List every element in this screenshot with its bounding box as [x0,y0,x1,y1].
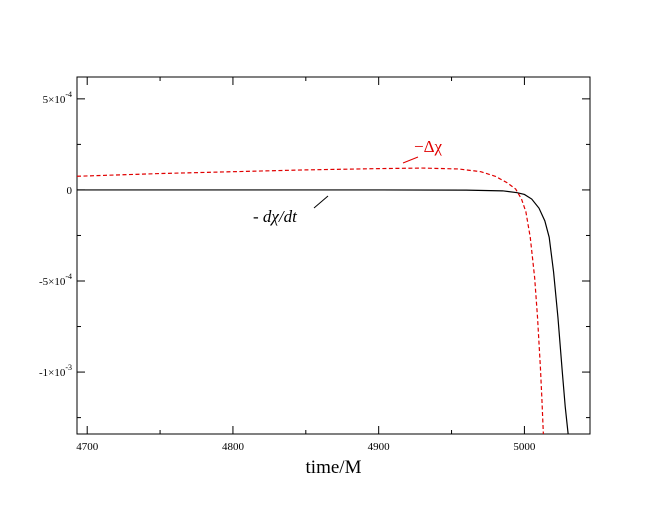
series-label-pointer-delta-chi [402,156,419,164]
x-axis-title: time/M [306,457,362,478]
series-line-dchi-dt [77,189,569,435]
y-tick-label: 5×10-4 [43,90,72,106]
x-tick-label: 4800 [222,441,245,453]
axis-ticks: 4700 4800 4900 5000 5×10-4 0 -5×10-4 -1×10-3 [39,77,590,453]
annotations: - dχ/dt −Δχ [253,137,443,226]
x-tick-label: 4900 [368,441,391,453]
series-layer [76,167,569,435]
y-tick-label: -1×10-3 [39,363,72,379]
x-tick-label: 4700 [76,441,99,453]
series-line-delta-chi [76,167,544,435]
series-label-dchi-dt: - dχ/dt [253,207,298,226]
plot-frame [76,76,591,435]
x-tick-label: 5000 [513,441,536,453]
series-label-pointer-dchi-dt [313,195,329,209]
y-tick-label: -5×10-4 [39,272,72,288]
series-label-delta-chi: −Δχ [414,137,443,156]
y-tick-label: 0 [67,185,73,197]
